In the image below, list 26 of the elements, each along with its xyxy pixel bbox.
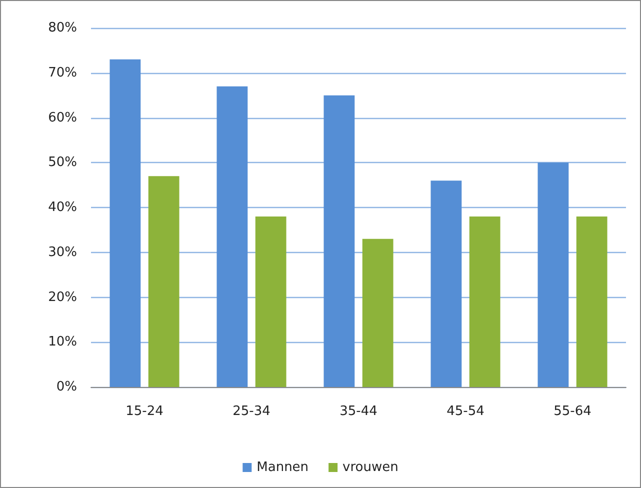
y-tick-label: 10% [48, 334, 77, 350]
x-tick-label: 25-34 [232, 404, 270, 419]
bar [255, 216, 286, 387]
bar [148, 176, 180, 387]
x-tick-label: 15-24 [126, 404, 164, 419]
x-tick-label: 45-54 [446, 404, 484, 419]
bar [324, 95, 355, 387]
y-tick-label: 80% [48, 20, 77, 36]
bar [538, 162, 569, 387]
legend-label: vrouwen [342, 460, 398, 475]
bar [469, 216, 500, 387]
y-tick-label: 50% [48, 155, 77, 170]
bar [216, 86, 248, 387]
bar [430, 180, 462, 387]
bar [362, 238, 394, 387]
y-tick-label: 20% [48, 290, 77, 305]
y-tick-label: 40% [48, 200, 77, 215]
y-tick-label: 60% [48, 110, 77, 126]
y-tick-label: 30% [48, 244, 77, 260]
y-tick-label: 70% [48, 65, 77, 80]
legend-label: Mannen [256, 460, 309, 475]
bar [110, 59, 141, 387]
x-tick-label: 55-64 [554, 404, 592, 419]
y-tick-label: 0% [56, 380, 77, 394]
bar [576, 216, 608, 387]
x-tick-label: 35-44 [340, 404, 378, 419]
